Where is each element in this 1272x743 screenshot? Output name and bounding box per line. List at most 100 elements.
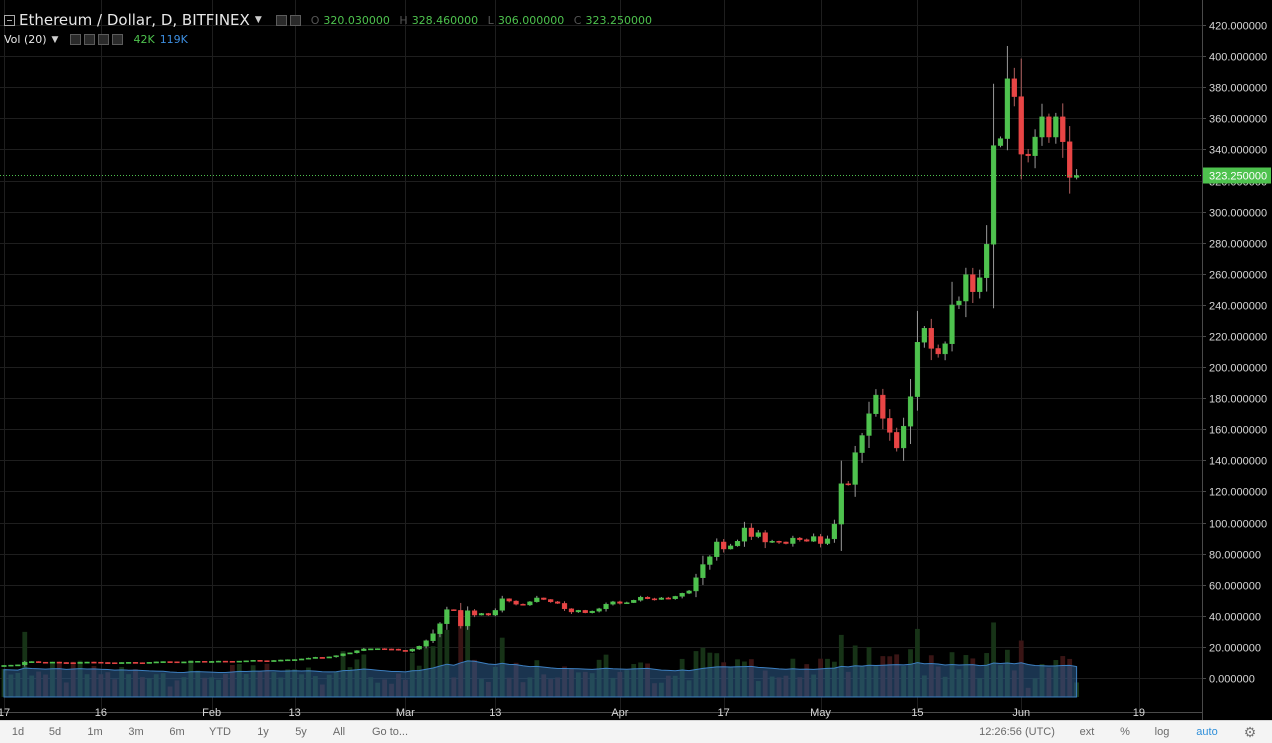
time-tick-label: 15 xyxy=(911,707,923,719)
settings-icon[interactable] xyxy=(289,14,301,26)
candle xyxy=(769,539,775,543)
candle xyxy=(693,573,699,598)
range-1d[interactable]: 1d xyxy=(11,726,25,738)
range-6m[interactable]: 6m xyxy=(169,726,185,738)
candle-body xyxy=(409,648,415,652)
candle-body xyxy=(686,590,692,594)
time-tick-label: May xyxy=(810,707,831,719)
candle-body xyxy=(285,659,291,662)
candle xyxy=(375,648,381,651)
candle xyxy=(838,460,844,551)
volume-panel xyxy=(1,617,1079,698)
symbol-title[interactable]: Ethereum / Dollar, D, BITFINEX xyxy=(19,11,250,29)
goto-button[interactable]: Go to... xyxy=(371,726,409,738)
candle xyxy=(215,660,222,663)
last-price-tag xyxy=(1203,167,1271,184)
range-5d[interactable]: 5d xyxy=(48,726,62,738)
volume-label[interactable]: Vol (20) xyxy=(4,33,47,46)
ext-toggle[interactable]: ext xyxy=(1079,726,1095,738)
candle-body xyxy=(229,661,235,663)
candle-body xyxy=(811,536,817,542)
candle xyxy=(707,555,713,570)
candle xyxy=(132,662,139,664)
range-ytd[interactable]: YTD xyxy=(209,726,231,738)
candle-body xyxy=(603,603,609,610)
percent-toggle[interactable]: % xyxy=(1120,726,1130,738)
candle xyxy=(444,606,450,630)
candle-body xyxy=(769,541,775,543)
candle xyxy=(264,660,270,662)
candle-body xyxy=(105,662,111,664)
candle xyxy=(894,427,900,452)
candle xyxy=(506,598,512,603)
utc-clock[interactable]: 12:26:56 (UTC) xyxy=(979,726,1055,738)
volume-remove-icon[interactable] xyxy=(112,34,124,45)
candle xyxy=(451,609,457,612)
time-tick-label: 17 xyxy=(718,707,730,719)
candle xyxy=(887,409,893,441)
volume-bar xyxy=(437,628,443,697)
open-key: O xyxy=(310,13,320,27)
candle-body xyxy=(1018,96,1024,155)
log-toggle[interactable]: log xyxy=(1154,726,1170,738)
price-tick-label: 220.000000 xyxy=(1209,332,1267,344)
candle-body xyxy=(873,394,879,414)
range-3m[interactable]: 3m xyxy=(128,726,144,738)
price-tick-label: 60.000000 xyxy=(1209,581,1261,593)
price-tick-label: 380.000000 xyxy=(1209,83,1267,95)
candle xyxy=(1011,67,1017,107)
candle-body xyxy=(658,597,665,600)
range-5y[interactable]: 5y xyxy=(295,726,307,738)
candle-body xyxy=(1053,116,1059,138)
candle xyxy=(402,650,408,652)
volume-dropdown-icon[interactable]: ▼ xyxy=(51,34,59,45)
candle xyxy=(195,661,201,663)
candle xyxy=(541,597,547,601)
candle-body xyxy=(354,650,360,654)
candle-body xyxy=(693,577,699,592)
price-axis[interactable]: 420.000000 400.000000 380.000000 360.000000… xyxy=(1202,0,1272,720)
gear-icon[interactable]: ⚙ xyxy=(1243,724,1257,740)
candle-body xyxy=(15,664,21,667)
candle-body xyxy=(1004,78,1011,139)
candle xyxy=(817,533,824,548)
candle-body xyxy=(866,413,872,436)
ohlc-legend: O 320.030000 H 328.460000 L 306.000000 C 323… xyxy=(311,14,658,27)
time-axis[interactable]: 17 16 Feb 13 Mar 13 Apr 17 May 15 Jun 19 xyxy=(0,707,1202,719)
candle xyxy=(222,660,229,663)
candle-body xyxy=(77,662,83,664)
candle-body xyxy=(679,593,685,597)
price-tick-label: 360.000000 xyxy=(1209,114,1267,126)
time-tick-label: Apr xyxy=(611,707,628,719)
volume-bar xyxy=(444,629,450,697)
price-chart[interactable]: 420.000000 400.000000 380.000000 360.000000… xyxy=(0,0,1272,720)
symbol-dropdown-icon[interactable]: ▼ xyxy=(254,15,262,25)
range-1y[interactable]: 1y xyxy=(257,726,269,738)
time-tick-label: 16 xyxy=(95,707,107,719)
candle xyxy=(762,530,768,549)
candle-body xyxy=(312,657,319,659)
candle-body xyxy=(894,432,900,449)
collapse-icon[interactable] xyxy=(4,14,15,26)
candle-body xyxy=(264,660,270,662)
time-tick-label: Feb xyxy=(202,707,221,719)
range-1m[interactable]: 1m xyxy=(87,726,103,738)
candle-body xyxy=(824,538,831,544)
candle-body xyxy=(582,610,588,613)
candle-body xyxy=(84,661,90,664)
candle xyxy=(631,599,637,604)
volume-ma-area xyxy=(3,660,1078,698)
candle-body xyxy=(36,661,42,663)
auto-toggle[interactable]: auto xyxy=(1196,726,1218,738)
volume-eye-icon[interactable] xyxy=(70,34,82,45)
candle-body xyxy=(388,648,395,651)
eye-icon[interactable] xyxy=(275,14,287,26)
candle xyxy=(278,659,284,662)
candle-body xyxy=(423,640,429,647)
volume-move-icon[interactable] xyxy=(98,34,110,45)
range-all[interactable]: All xyxy=(332,726,346,738)
candle xyxy=(561,601,568,611)
candle xyxy=(42,661,49,664)
volume-settings-icon[interactable] xyxy=(84,34,96,45)
candle-body xyxy=(721,541,727,550)
